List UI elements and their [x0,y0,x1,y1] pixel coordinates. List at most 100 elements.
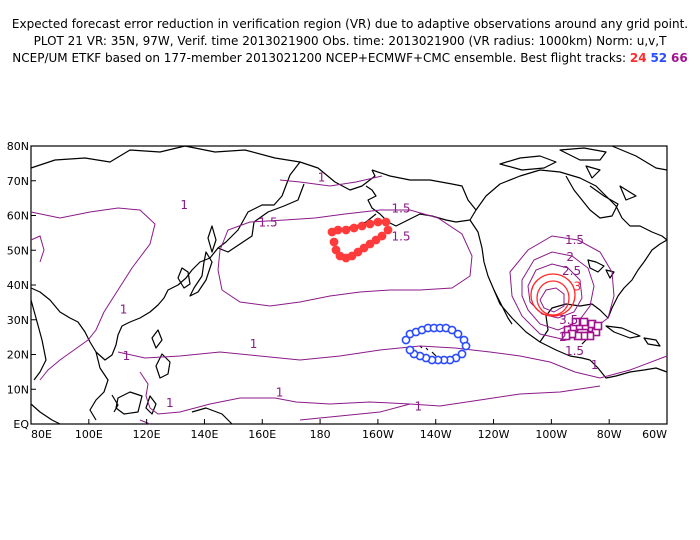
track-24-marker [329,237,339,247]
contour-label: 1 [591,358,599,372]
track-24-marker [373,217,383,227]
sulawesi-coast [145,395,157,415]
plot-title-line-3: NCEP/UM ETKF based on 177-member 2013021… [0,51,700,66]
flight-tracks [327,217,603,365]
lat-label: 50N [7,244,29,257]
contour-label: 1 [180,198,188,212]
contour-label: 3 [574,280,582,294]
contour-1-tropical [117,345,668,379]
contour-label: 1.5 [259,215,278,229]
lon-label: 80W [597,428,622,441]
contour-1-equator-left [139,419,151,425]
contour-3-5-us [539,287,565,313]
plot-title-line-2: PLOT 21 VR: 35N, 97W, Verif. time 201302… [33,34,667,48]
lat-label: EQ [13,418,29,431]
plot-title-line-1: Expected forecast error reduction in ver… [11,17,689,31]
contour-3-ring-inner [536,280,570,316]
lon-label: 100W [535,428,567,441]
lat-label: 20N [7,349,29,362]
indonesia-coast [30,403,61,425]
lat-label: 40N [7,279,29,292]
eurasia-north-coast [30,145,376,191]
india-coast [30,299,47,381]
track-52-marker [401,335,411,345]
lon-label: 100E [75,428,103,441]
greenland-coast [611,145,668,171]
contour-label: 2 [559,330,567,344]
coastlines [30,145,668,425]
track-24-marker [341,225,351,235]
contour-label: 2.5 [562,264,581,278]
contour-label: 2 [566,250,574,264]
na-west-coast [469,219,591,361]
lon-label: 140E [190,428,218,441]
hudson-bay-coast [565,175,619,219]
baja-coast [493,289,513,325]
map-frame [30,145,668,425]
contour-label: 1 [123,349,131,363]
contour-label: 1 [120,302,128,316]
track-24-marker [331,245,341,255]
lon-label: 80E [31,428,52,441]
track-52-marker [405,345,415,355]
contour-label: 1.5 [565,233,584,247]
lat-label: 30N [7,314,29,327]
lat-label: 70N [7,175,29,188]
contour-label: 1.5 [565,344,584,358]
lon-label: 120W [478,428,510,441]
latitude-labels: EQ 10N 20N 30N 40N 50N 60N 70N 80N [7,140,36,431]
plot-title-line-3-prefix: NCEP/UM ETKF based on 177-member 2013021… [12,51,627,65]
hispaniola-coast [643,337,661,347]
contour-lines-high [530,273,576,317]
longitude-labels: 80E 100E 120E 140E 160E 180 160W 140W 120W 100W 80… [30,419,668,441]
contour-label: 1.5 [391,229,410,243]
track-52-marker [461,341,471,351]
lon-label: 180 [310,428,331,441]
arctic-islands-2 [559,147,607,161]
lon-label: 60W [642,428,667,441]
track-52-marker [453,329,463,339]
alaska-coast [365,169,477,227]
contour-label: 1 [318,170,326,184]
track-24-marker [371,235,381,245]
asia-east-coast [30,247,219,361]
contour-1-north [30,235,45,263]
newguinea-coast [191,407,233,425]
track-52-legend: 52 [650,51,668,65]
track-52-marker [457,349,467,359]
contour-2-us [521,251,595,331]
track-24-marker [383,225,393,235]
contour-label: 1 [250,337,258,351]
track-24-legend: 24 [629,51,647,65]
track-24-marker [377,231,387,241]
central-america-coast [589,359,668,379]
track-24-marker [365,219,375,229]
arctic-islands-3 [585,165,637,201]
track-24-marker [365,239,375,249]
lat-label: 60N [7,210,29,223]
indochina-coast [89,351,119,421]
track-52-marker [447,325,457,335]
lon-label: 160W [362,428,394,441]
track-24-marker [357,221,367,231]
track-66-marker [593,321,603,331]
arctic-islands-1 [499,155,557,171]
lon-label: 160E [248,428,276,441]
gulf-coast [539,261,645,343]
track-24-marker [333,225,343,235]
philippines-coast [151,329,171,379]
track-66-marker [561,331,571,341]
contour-label: 1 [276,386,284,400]
contour-1-tropical-south [139,371,601,415]
lat-label: 80N [7,140,29,153]
track-24-marker [359,243,369,253]
lon-label: 140W [420,428,452,441]
track-24-marker [349,223,359,233]
sakhalin-coast [207,225,217,253]
contour-1-5-us [509,235,615,341]
contour-1-5-pacific [217,209,473,307]
contour-label: 1.5 [391,202,410,216]
contour-label: 1 [415,400,423,414]
contour-label: 3.5 [559,313,578,327]
